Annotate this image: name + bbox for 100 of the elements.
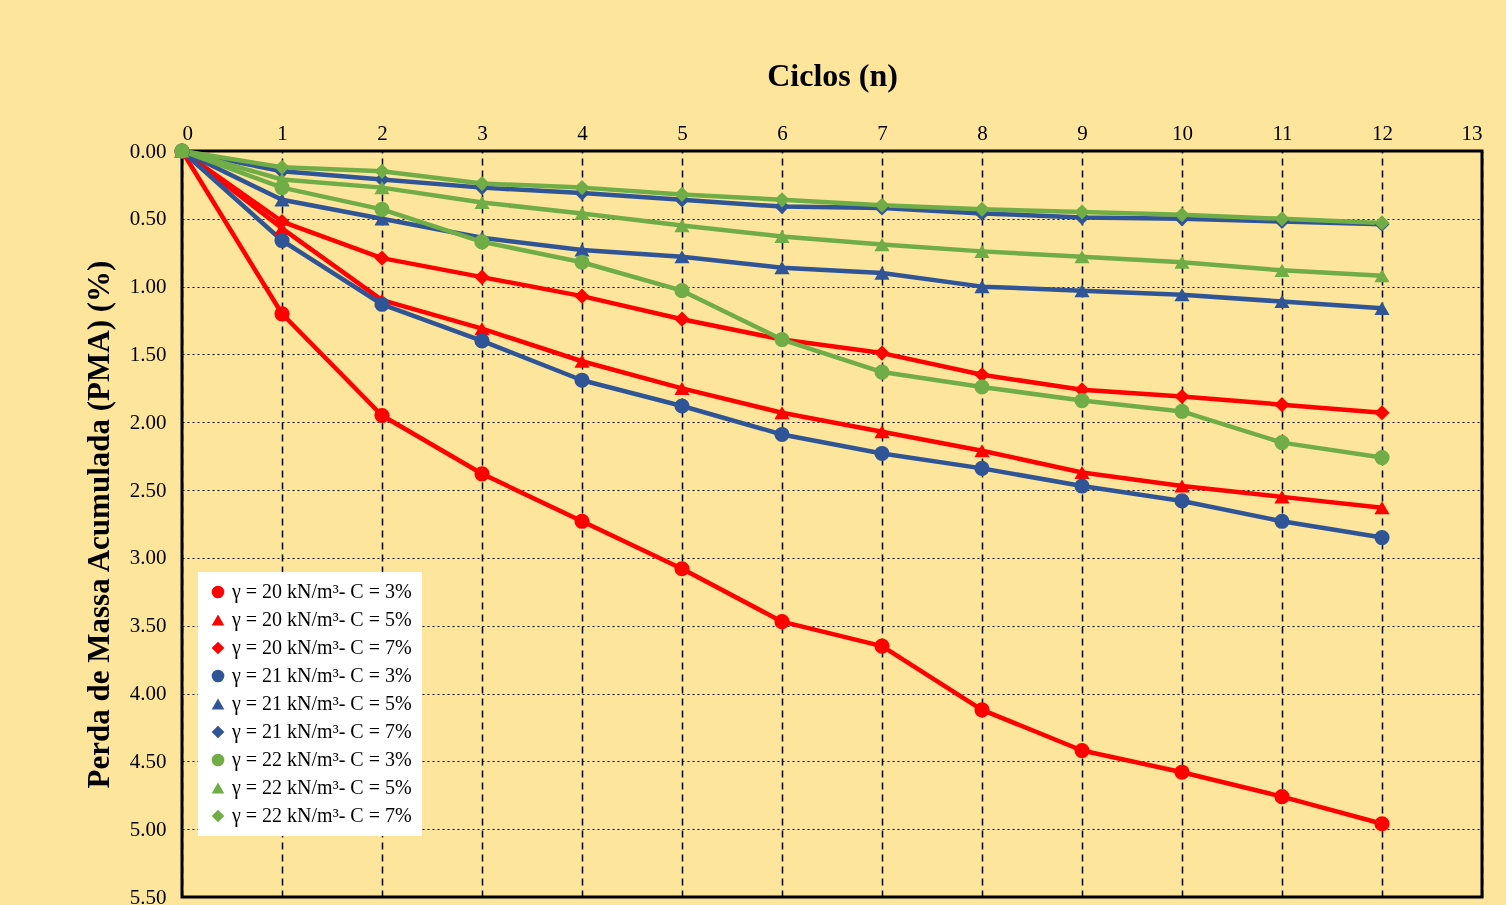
y-tick-label: 0.00 <box>129 138 167 163</box>
point <box>974 460 990 476</box>
point <box>674 250 690 264</box>
point <box>274 193 290 207</box>
point <box>1074 204 1090 220</box>
x-tick-label: 1 <box>277 120 288 145</box>
point <box>474 234 490 250</box>
point <box>374 296 390 312</box>
point <box>574 180 590 196</box>
point <box>1074 465 1090 480</box>
point <box>374 407 390 424</box>
point <box>674 219 690 233</box>
point <box>874 238 890 252</box>
point <box>1274 435 1290 451</box>
y-tick-label: 3.00 <box>129 545 167 570</box>
point <box>674 561 690 577</box>
legend-label: γ = 21 kN/m³- C = 3% <box>231 664 412 687</box>
point <box>1174 388 1190 405</box>
point <box>1374 501 1390 515</box>
point <box>774 229 790 244</box>
x-tick-label: 2 <box>377 120 388 145</box>
point <box>974 379 990 395</box>
point <box>974 702 990 718</box>
point <box>1374 449 1390 466</box>
point <box>1174 288 1190 302</box>
point <box>574 354 590 368</box>
point <box>1374 301 1390 315</box>
point <box>974 280 990 294</box>
y-axis-title: Perda de Massa Acumulada (PMA) (%) <box>80 260 116 789</box>
point <box>1374 269 1390 283</box>
point <box>474 269 490 285</box>
legend-label: γ = 21 kN/m³- C = 7% <box>231 720 412 743</box>
point <box>474 175 490 192</box>
x-tick-label: 13 <box>1461 120 1483 145</box>
legend-label: γ = 20 kN/m³- C = 7% <box>231 636 412 659</box>
y-tick-label: 2.00 <box>129 409 167 434</box>
point <box>1074 284 1090 298</box>
point <box>1174 403 1190 419</box>
point <box>474 466 490 482</box>
point <box>674 283 690 299</box>
point <box>374 201 390 217</box>
point <box>574 206 590 220</box>
legend-label: γ = 21 kN/m³- C = 5% <box>231 692 412 715</box>
point <box>674 381 690 395</box>
legend-label: γ = 20 kN/m³- C = 3% <box>231 580 412 603</box>
x-tick-label: 10 <box>1172 120 1193 145</box>
x-tick-label: 11 <box>1272 120 1293 145</box>
y-tick-label: 3.50 <box>129 613 167 638</box>
point <box>374 250 390 266</box>
point <box>1274 490 1290 504</box>
y-tick-label: 4.00 <box>129 681 167 706</box>
point <box>1274 789 1290 805</box>
point <box>874 345 890 361</box>
x-tick-label: 0 <box>182 120 193 145</box>
x-tick-label: 6 <box>777 120 788 145</box>
point <box>1074 478 1090 494</box>
point <box>574 372 590 388</box>
point <box>774 406 790 420</box>
point <box>1174 493 1190 509</box>
x-tick-label: 7 <box>877 120 888 145</box>
x-tick-label: 4 <box>577 120 589 145</box>
point <box>874 638 890 654</box>
point <box>774 614 790 630</box>
point <box>1274 294 1290 309</box>
point <box>874 425 890 439</box>
y-tick-label: 4.50 <box>129 748 167 773</box>
point <box>274 159 290 175</box>
x-tick-label: 9 <box>1077 120 1088 145</box>
y-tick-label: 1.00 <box>129 274 167 299</box>
point <box>1374 530 1390 546</box>
point <box>474 333 490 349</box>
point <box>774 192 790 208</box>
point <box>274 232 290 249</box>
point <box>774 426 790 443</box>
point <box>574 288 590 304</box>
point <box>574 513 590 529</box>
point <box>874 266 890 280</box>
point <box>674 398 690 414</box>
point <box>874 364 890 380</box>
point <box>1074 250 1090 264</box>
legend-label: γ = 22 kN/m³- C = 7% <box>231 804 412 827</box>
point <box>1174 207 1190 223</box>
y-tick-label: 5.50 <box>129 884 167 905</box>
y-tick-label: 2.50 <box>129 477 167 502</box>
x-tick-label: 12 <box>1372 120 1393 145</box>
point <box>1074 393 1090 409</box>
point <box>1274 263 1290 277</box>
x-tick-label: 3 <box>477 120 488 145</box>
point <box>1374 405 1390 421</box>
legend-label: γ = 20 kN/m³- C = 5% <box>231 608 412 631</box>
x-tick-label: 5 <box>677 120 688 145</box>
legend-label: γ = 22 kN/m³- C = 5% <box>231 776 412 799</box>
point <box>874 445 890 462</box>
point <box>274 306 290 322</box>
x-axis-title: Ciclos (n) <box>767 56 898 93</box>
x-tick-label: 8 <box>977 120 988 145</box>
point <box>974 201 990 217</box>
point <box>774 261 790 275</box>
point <box>674 311 690 327</box>
point <box>1174 764 1190 780</box>
